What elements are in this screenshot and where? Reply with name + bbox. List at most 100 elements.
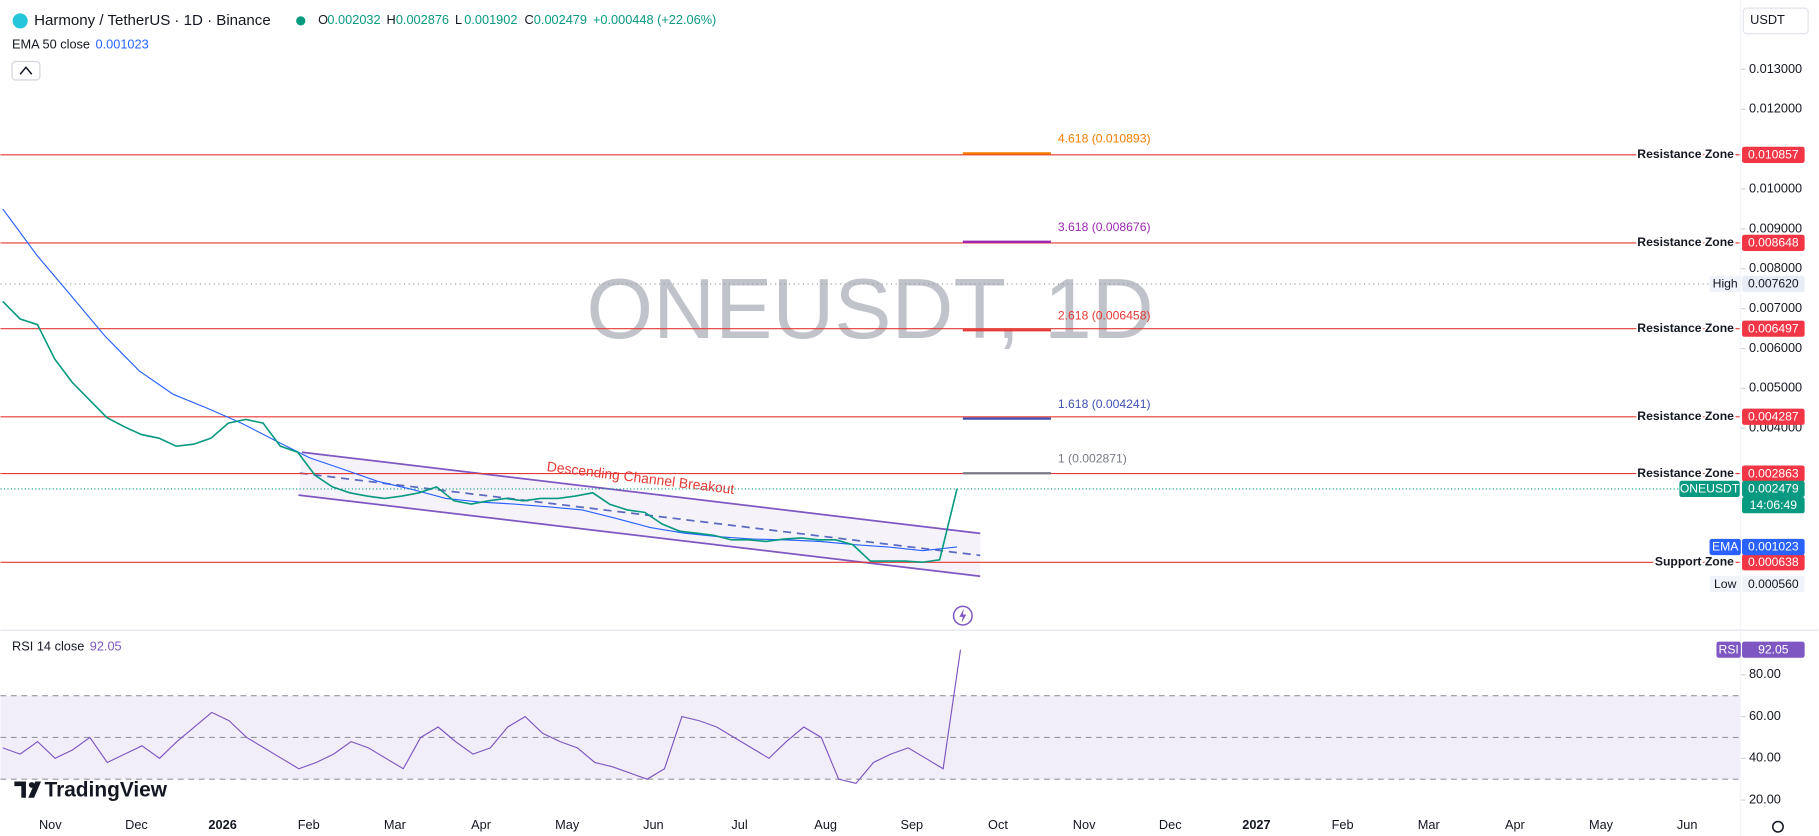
zone-value-bg xyxy=(1742,320,1805,337)
x-tick-label: Jun xyxy=(1677,817,1698,832)
x-tick-label: Dec xyxy=(1159,817,1182,832)
countdown: 14:06:49 xyxy=(1750,498,1798,512)
watermark: ONEUSDT, 1D xyxy=(586,261,1153,357)
zone-label: Resistance Zone xyxy=(1637,466,1734,480)
low-label-bg xyxy=(1709,575,1741,593)
x-tick-label: Apr xyxy=(1505,817,1526,832)
last-price-label: ONEUSDT xyxy=(1680,482,1740,496)
zone-value: 0.006497 xyxy=(1748,321,1799,335)
collapse-button[interactable] xyxy=(11,60,41,81)
fib-label: 2.618 (0.006458) xyxy=(1058,309,1151,323)
currency-button[interactable] xyxy=(1742,7,1809,35)
event-icon-bolt xyxy=(959,608,967,623)
last-price-label-bg xyxy=(1679,480,1740,498)
x-tick-label: Mar xyxy=(1418,817,1441,832)
rsi-line xyxy=(2,649,962,785)
symbol-title: Harmony / TetherUS · 1D · Binance xyxy=(34,12,271,29)
zone-value: 0.000638 xyxy=(1748,555,1799,569)
y-tick-label: 0.012000 xyxy=(1749,101,1802,116)
rsi-tick-label: 40.00 xyxy=(1749,750,1781,765)
low-label: Low xyxy=(1714,577,1737,591)
fib-label: 3.618 (0.008676) xyxy=(1058,220,1151,234)
high-label-bg xyxy=(1709,275,1741,293)
zone-value: 0.008648 xyxy=(1748,236,1799,250)
x-tick-label: Mar xyxy=(384,817,407,832)
x-tick-label: May xyxy=(1589,817,1614,832)
low-value: 0.000560 xyxy=(1748,577,1799,591)
x-tick-label: Aug xyxy=(814,817,837,832)
zone-value: 0.002863 xyxy=(1748,466,1799,480)
ema-legend-name: EMA 50 close xyxy=(12,37,90,52)
x-tick-label: Nov xyxy=(1073,817,1096,832)
last-price-value: 0.002479 xyxy=(1748,482,1799,496)
rsi-badge-label: RSI xyxy=(1719,642,1739,656)
y-tick-label: 0.013000 xyxy=(1749,61,1802,76)
ema-label: EMA xyxy=(1712,540,1739,554)
high-label: High xyxy=(1713,277,1738,291)
zone-value-bg xyxy=(1742,554,1805,571)
y-tick-label: 0.009000 xyxy=(1749,220,1802,235)
fib-label: 4.618 (0.010893) xyxy=(1058,132,1151,146)
symbol-icon xyxy=(12,13,28,29)
settings-icon[interactable] xyxy=(1771,820,1784,833)
ohlc-value: 0.002032 xyxy=(327,12,380,27)
channel-mid xyxy=(299,472,981,557)
low-value-bg xyxy=(1742,575,1805,593)
zone-value: 0.010857 xyxy=(1748,148,1799,162)
x-tick-label: Jun xyxy=(643,817,664,832)
zone-value-bg xyxy=(1742,234,1805,252)
zone-label: Resistance Zone xyxy=(1637,321,1734,335)
ema-value-bg xyxy=(1742,538,1805,556)
zone-label: Support Zone xyxy=(1655,555,1734,569)
currency[interactable]: USDT xyxy=(1750,12,1785,27)
x-tick-label: Apr xyxy=(471,817,492,832)
high-value: 0.007620 xyxy=(1748,277,1799,291)
zone-label: Resistance Zone xyxy=(1637,409,1734,423)
x-tick-label: Feb xyxy=(298,817,320,832)
y-tick-label: 0.005000 xyxy=(1749,380,1802,395)
y-tick-label: 0.008000 xyxy=(1749,260,1802,275)
x-tick-label: 2026 xyxy=(208,817,236,832)
change: +0.000448 (+22.06%) xyxy=(593,12,716,27)
countdown-bg xyxy=(1742,497,1805,514)
x-tick-label: Feb xyxy=(1332,817,1354,832)
x-tick-label: 2027 xyxy=(1242,817,1270,832)
x-tick-label: Oct xyxy=(988,817,1008,832)
rsi-legend-value: 92.05 xyxy=(90,638,122,653)
fib-label: 1 (0.002871) xyxy=(1058,452,1127,466)
ema-label-bg xyxy=(1709,538,1741,556)
ohlc-label: L xyxy=(455,12,462,27)
ohlc-label: H xyxy=(387,12,396,27)
x-tick-label: Nov xyxy=(39,817,62,832)
x-tick-label: May xyxy=(555,817,580,832)
price-line xyxy=(2,300,958,564)
x-tick-label: Jul xyxy=(731,817,747,832)
zone-label: Resistance Zone xyxy=(1637,235,1734,249)
rsi-legend-name: RSI 14 close xyxy=(12,638,84,653)
ohlc-value: 0.002479 xyxy=(534,12,587,27)
ohlc-value: 0.002876 xyxy=(396,12,449,27)
channel-upper xyxy=(301,451,981,535)
fib-label: 1.618 (0.004241) xyxy=(1058,397,1151,411)
brand-logo-dot xyxy=(28,782,35,788)
y-tick-label: 0.007000 xyxy=(1749,300,1802,315)
collapse-icon xyxy=(19,66,33,75)
last-price-value-bg xyxy=(1742,480,1805,498)
zone-label: Resistance Zone xyxy=(1637,147,1734,161)
rsi-tick-label: 80.00 xyxy=(1749,666,1781,681)
ohlc-value: 0.001902 xyxy=(464,12,517,27)
ema-value: 0.001023 xyxy=(1748,540,1799,554)
market-status xyxy=(296,16,306,26)
rsi-tick-label: 60.00 xyxy=(1749,708,1781,723)
x-tick-label: Dec xyxy=(125,817,148,832)
rsi-badge-label-bg xyxy=(1716,641,1741,658)
rsi-badge-value-bg xyxy=(1742,641,1805,658)
rsi-tick-label: 20.00 xyxy=(1749,791,1781,806)
zone-value-bg xyxy=(1742,408,1805,425)
zone-value: 0.004287 xyxy=(1748,410,1799,424)
rsi-badge-value: 92.05 xyxy=(1758,642,1789,656)
brand: TradingView xyxy=(45,778,168,801)
